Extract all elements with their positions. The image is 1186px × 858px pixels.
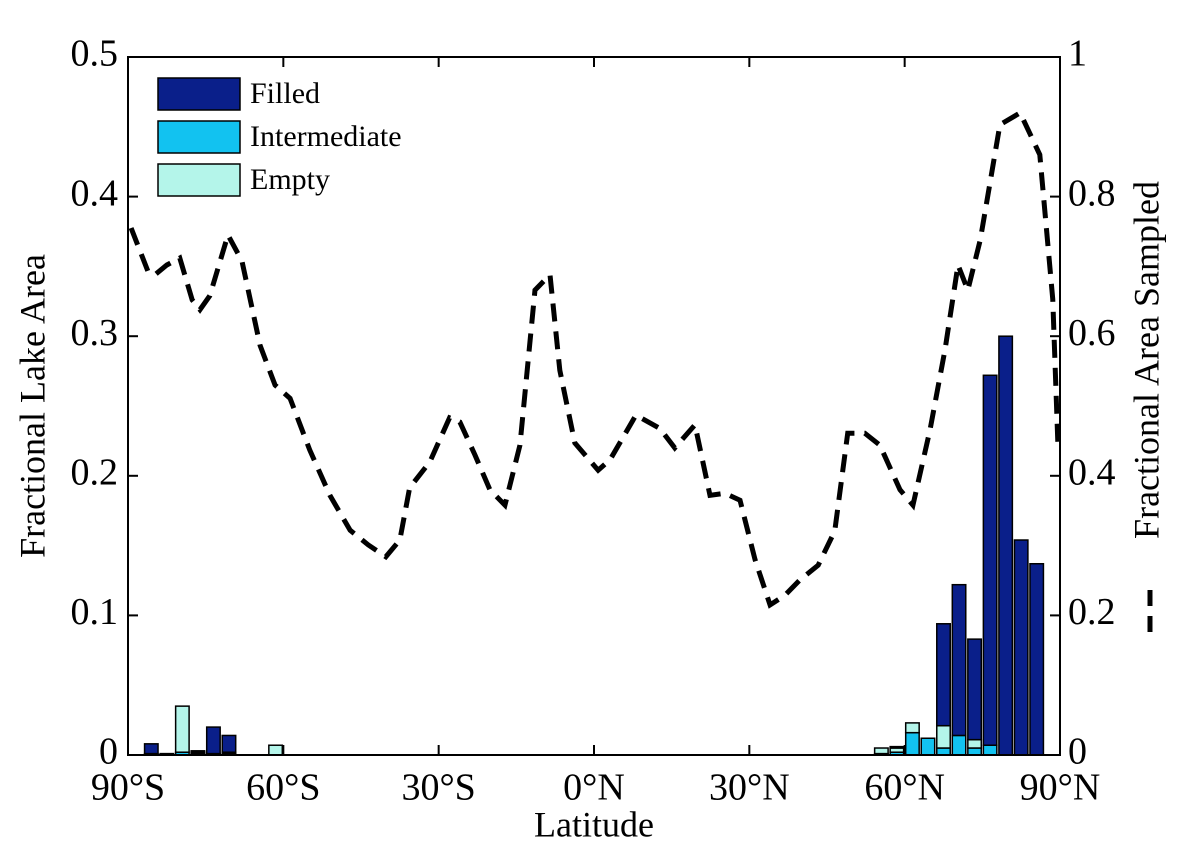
bar [904, 731, 920, 756]
y-tick-label: 0.2 [71, 452, 119, 494]
plot-frame [127, 56, 1061, 756]
legend-swatch [157, 163, 241, 197]
bar [174, 705, 190, 753]
y2-tick-label: 0.4 [1068, 452, 1116, 494]
bar [205, 726, 221, 755]
y2-axis-label: Fractional Area Sampled [1126, 181, 1166, 539]
y2-tick-label: 0.6 [1068, 312, 1116, 354]
x-tick-label: 90°N [1020, 767, 1101, 809]
bar [967, 638, 983, 741]
x-tick-label: 60°S [246, 767, 320, 809]
bar [936, 623, 951, 727]
bar [967, 747, 983, 756]
bar [1013, 539, 1029, 756]
x-axis-label: Latitude [534, 804, 654, 844]
bar [936, 747, 951, 756]
legend-label: Empty [250, 163, 330, 196]
bar [221, 734, 237, 753]
bar [904, 722, 920, 734]
bar [967, 738, 983, 749]
x-tick-label: 30°N [709, 767, 790, 809]
legend-swatch [157, 77, 241, 111]
bar [951, 583, 967, 737]
y-tick-label: 0.4 [71, 172, 119, 214]
bar [1029, 562, 1045, 756]
legend-swatch [157, 120, 241, 154]
y2-tick-label: 1 [1068, 33, 1087, 75]
y-tick-label: 0.5 [71, 33, 119, 75]
x-tick-label: 60°N [864, 767, 945, 809]
bar [873, 747, 889, 755]
bar [143, 743, 159, 755]
y2-tick-label: 0.2 [1068, 591, 1116, 633]
line [128, 109, 1061, 609]
y-axis-label: Fractional Lake Area [12, 254, 52, 558]
x-tick-label: 30°S [401, 767, 475, 809]
y-tick-label: 0.1 [71, 591, 119, 633]
y-tick-label: 0 [99, 731, 118, 773]
y2-tick-label: 0 [1068, 731, 1087, 773]
bar [889, 745, 905, 749]
x-tick-label: 90°S [91, 767, 165, 809]
bar [190, 750, 206, 753]
x-tick-label: 0°N [563, 767, 625, 809]
bar [268, 744, 284, 756]
bar [920, 737, 936, 756]
bar [951, 734, 967, 756]
y2-tick-label: 0.8 [1068, 172, 1116, 214]
bar [982, 374, 998, 746]
y-tick-label: 0.3 [71, 312, 119, 354]
bar [936, 724, 951, 749]
bar [982, 744, 998, 756]
bar [998, 335, 1014, 756]
legend-label: Intermediate [250, 120, 402, 153]
legend-label: Filled [250, 77, 320, 110]
